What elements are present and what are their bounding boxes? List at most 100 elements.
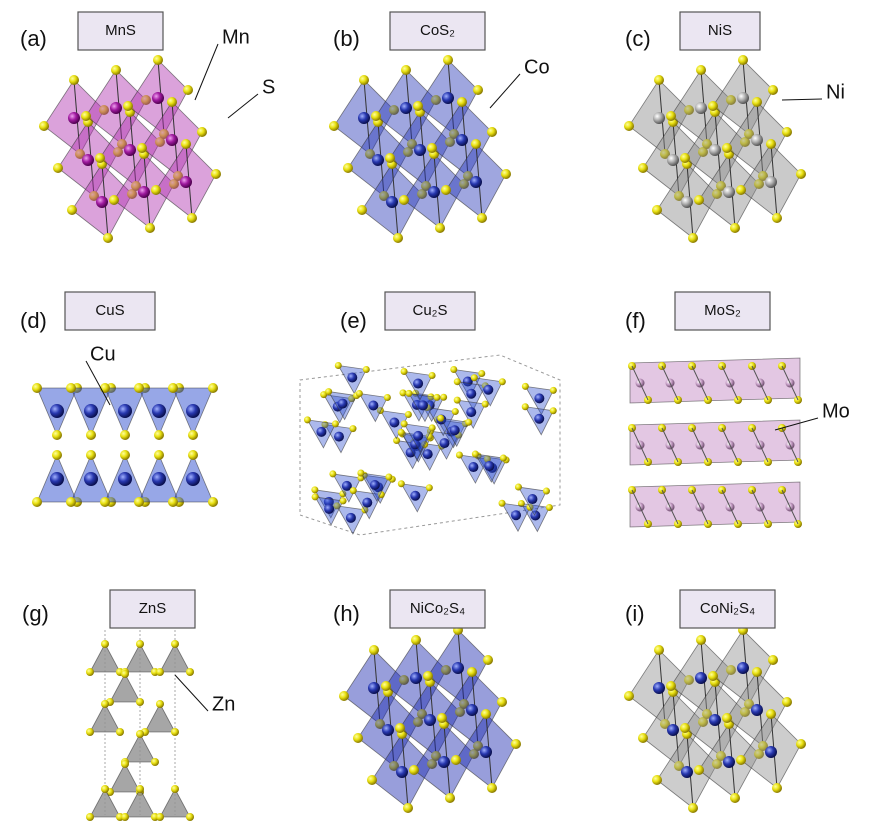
polyhedron [629,357,801,404]
atom-ball [521,403,529,411]
atom-ball [118,404,132,418]
atom-ball [453,396,461,404]
atom-ball [712,189,722,199]
atom-ball [708,671,718,681]
atom-ball [50,404,64,418]
atom-ball [698,717,708,727]
atom-ball [169,179,179,189]
atom-ball [404,411,412,419]
atom-ball [53,163,63,173]
atom-ball [413,717,423,727]
atom-ball [758,171,768,181]
atom-ball [698,147,708,157]
atom-ball [116,728,124,736]
atom-ball [186,472,200,486]
atom-ball [768,655,778,665]
atom-ball [722,143,732,153]
atom-ball [397,428,405,436]
atom-ball [527,494,538,505]
atom-ball [445,137,455,147]
atom-ball [369,645,379,655]
atom-ball [450,365,458,373]
atom-ball [67,205,77,215]
formula-box [679,11,761,51]
atom-ball [343,163,353,173]
atom-ball [437,414,445,422]
atom-ball [455,707,465,717]
bond [631,489,649,525]
atom-ball [549,386,557,394]
polyhedron [109,673,141,703]
atom-ball [702,139,712,149]
atom-ball [456,134,468,146]
atom-ball [652,205,662,215]
atom-ball [484,461,495,472]
atom-ball [211,169,221,179]
structure [39,55,221,243]
atom-ball [481,709,491,719]
bond [751,489,769,525]
bond [781,365,799,401]
atom-ball [695,672,707,684]
panel-letter: (h) [333,601,360,626]
atom-ball [417,400,428,411]
atom-ball [680,153,690,163]
atom-ball [410,672,422,684]
atom-ball [368,400,379,411]
atom-ball [66,383,76,393]
atom-ball [435,223,445,233]
atom-ball [136,698,144,706]
atom-ball [684,675,694,685]
atom-ball [383,394,391,402]
atom-ball [653,682,665,694]
atom-ball [417,709,427,719]
atom-ball [654,75,664,85]
formula-label: MnS [105,22,136,39]
bond [691,427,709,463]
atom-ball [438,756,450,768]
atom-ball [624,691,634,701]
atom-ball [118,472,132,486]
atom-ball [696,635,706,645]
atom-ball [89,191,99,201]
atom-ball [167,97,177,107]
leader-line [774,417,819,431]
atom-ball [151,185,161,195]
atom-ball [153,55,163,65]
atom-ball [452,662,464,674]
atom-ball [754,749,764,759]
atom-ball [355,390,363,398]
atom-ball [120,450,130,460]
atom-ball [534,393,545,404]
atom-ball [439,438,450,449]
formula-label: MoS₂ [704,302,741,319]
atom-ball [428,372,436,380]
atom-ball [339,497,347,505]
atom-ball [82,154,94,166]
atom-ball [638,733,648,743]
bond [721,365,739,401]
polyhedron [629,481,801,528]
atom-ball [680,723,690,733]
atom-ball [134,383,144,393]
atom-ball [166,134,178,146]
atom-ball [208,497,218,507]
formula-box [389,589,486,629]
structure [628,357,802,528]
atom-label: Co [524,56,550,78]
atom-ball [168,497,178,507]
atom-ball [109,195,119,205]
formula-label: CuS [95,302,124,319]
atom-ball [369,479,380,490]
atom-ball [393,437,401,445]
atom-ball [136,730,144,738]
atom-ball [171,785,179,793]
atom-ball [397,480,405,488]
atom-ball [497,697,507,707]
bond [751,427,769,463]
atom-ball [467,667,477,677]
atom-ball [441,665,451,675]
atom-ball [75,149,85,159]
structure [329,55,511,243]
atom-ball [154,430,164,440]
